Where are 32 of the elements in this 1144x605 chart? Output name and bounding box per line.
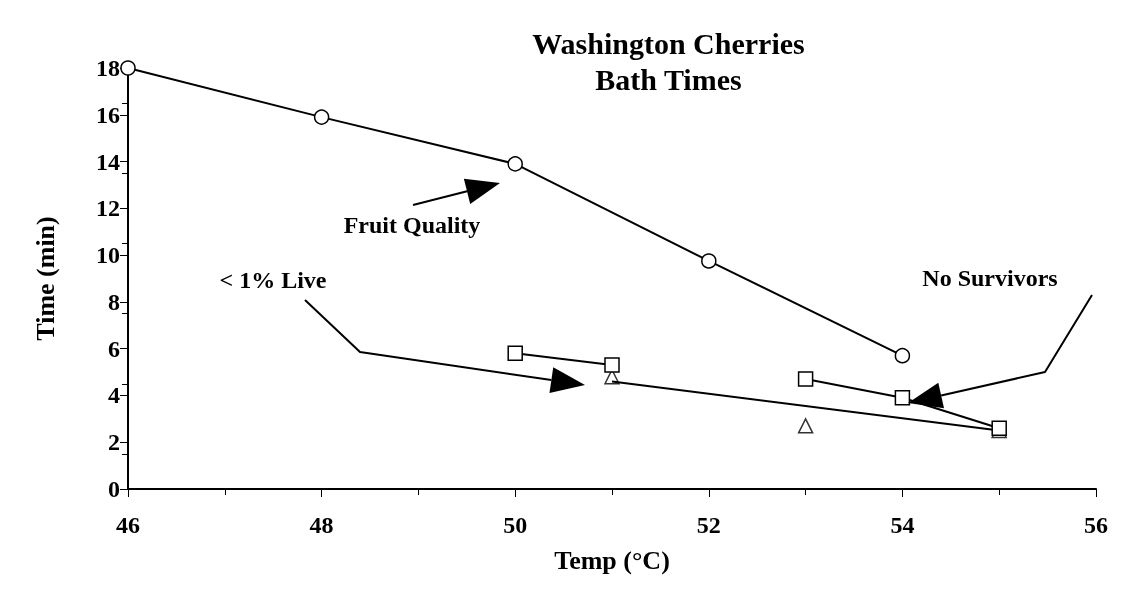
x-tick-label: 50 [503,512,528,538]
annotation: Fruit Quality [343,212,481,238]
point [701,253,717,269]
point [313,109,330,125]
y-tick-label: 12 [96,195,120,222]
annotation: < 1% Live [219,267,327,293]
y-tick-label: 4 [108,382,120,409]
point [507,345,523,362]
x-tick-label: 48 [309,512,334,538]
point [120,60,136,76]
point [894,347,911,364]
y-tick-label: 2 [108,429,120,456]
x-tick-label: 46 [116,512,140,538]
y-tick-label: 18 [96,55,120,81]
y-tick-label: 6 [108,335,120,362]
point [604,357,620,373]
x-axis-title: Temp (°C) [554,545,670,575]
y-tick-label: 8 [108,288,120,315]
y-tick-label: 16 [96,101,120,128]
annotation: No Survivors [922,265,1058,291]
point [797,371,814,387]
y-tick-label: 0 [108,476,120,502]
y-tick-label: 10 [96,242,120,269]
x-tick-label: 56 [1084,512,1108,538]
x-tick-label: 52 [696,512,721,538]
point [507,156,523,172]
y-tick-label: 14 [96,148,120,175]
chart-title: Washington Cherries Bath Times [532,26,805,96]
point [894,390,911,406]
x-tick-label: 54 [890,512,915,538]
point [797,418,814,434]
y-axis-title: Time (min) [30,216,60,341]
